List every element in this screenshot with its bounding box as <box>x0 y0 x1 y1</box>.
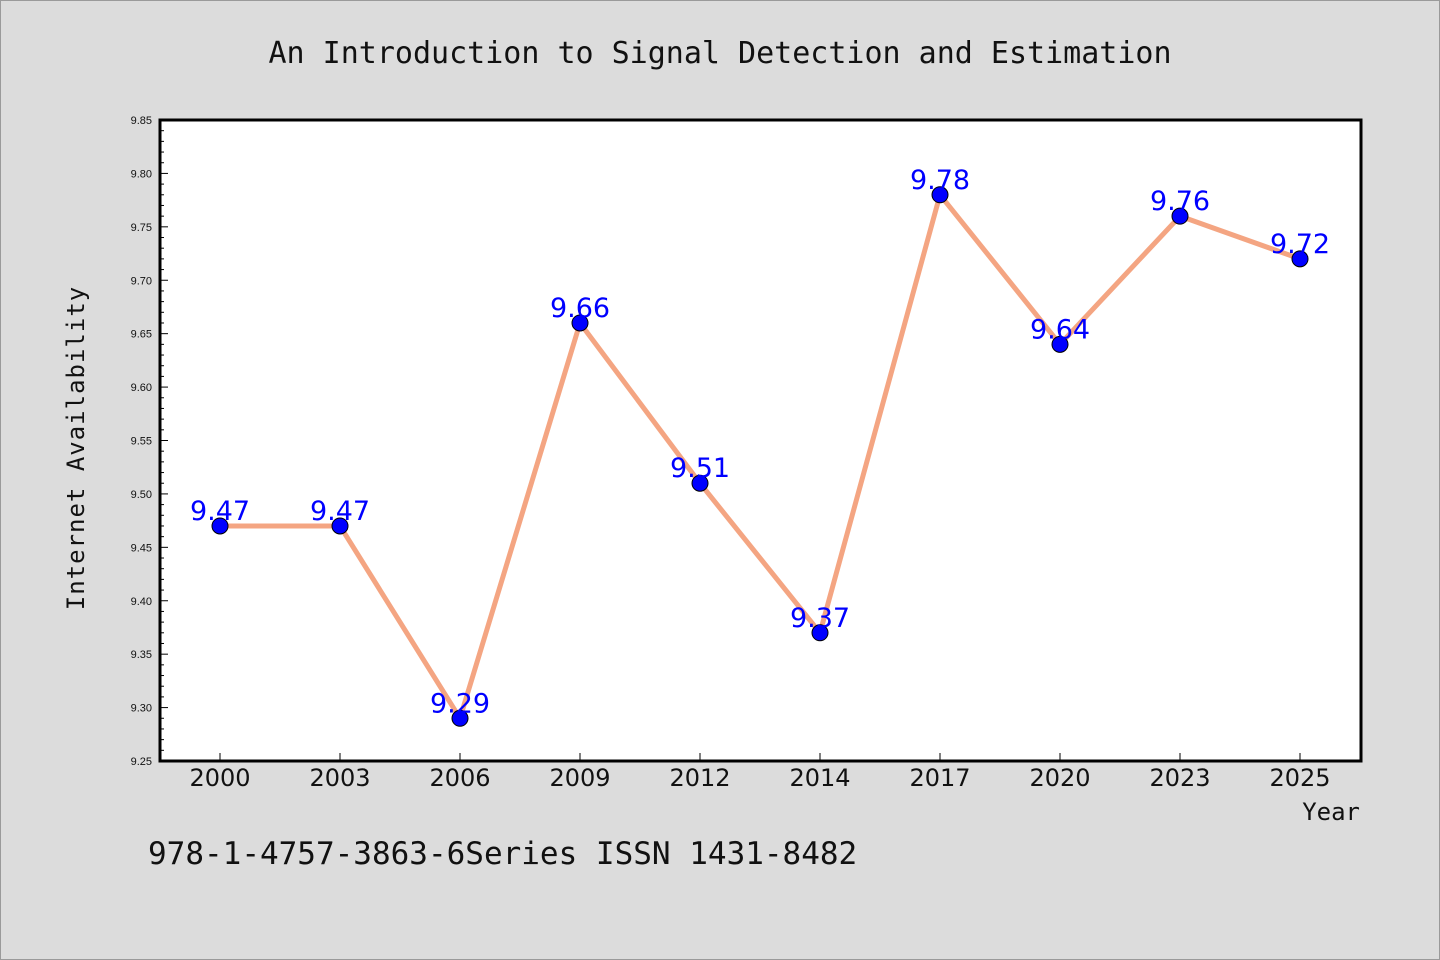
y-tick-label: 9.40 <box>131 596 152 608</box>
data-label: 9.47 <box>190 496 250 527</box>
data-label: 9.64 <box>1030 314 1090 345</box>
data-point <box>691 474 709 492</box>
y-tick-label: 9.30 <box>131 703 152 715</box>
x-tick-label: 2025 <box>1269 764 1330 792</box>
x-axis: 2000 2003 2006 2009 2012 2014 2017 2020 2023 2025 <box>189 753 1331 792</box>
y-tick-label: 9.60 <box>131 382 152 394</box>
y-tick-label: 9.75 <box>131 222 152 234</box>
series-line-group: 9.47 9.47 9.29 9.66 9.51 9.37 9.78 9.64 9.76 9.72 <box>190 165 1330 727</box>
data-point <box>331 517 349 535</box>
series-line <box>220 192 1301 721</box>
data-label: 9.51 <box>670 453 730 484</box>
x-tick-label: 2003 <box>309 764 370 792</box>
plot-area <box>158 118 1363 763</box>
data-point <box>451 709 469 727</box>
x-tick-label: 2000 <box>189 764 250 792</box>
y-tick-label: 9.70 <box>131 275 152 287</box>
y-tick-label: 9.80 <box>131 168 152 180</box>
data-point <box>1171 207 1189 225</box>
data-label: 9.78 <box>910 165 970 196</box>
x-tick-label: 2012 <box>669 764 730 792</box>
x-tick-label: 2017 <box>909 764 970 792</box>
data-point <box>811 624 829 642</box>
footer-text: 978-1-4757-3863-6Series ISSN 1431-8482 <box>148 836 857 872</box>
data-label: 9.72 <box>1270 229 1330 260</box>
data-label: 9.76 <box>1150 186 1210 217</box>
data-point <box>1051 335 1069 353</box>
x-tick-label: 2014 <box>789 764 850 792</box>
y-tick-label: 9.85 <box>131 115 152 127</box>
y-axis-label: Internet Availability <box>62 286 90 610</box>
chart-title: An Introduction to Signal Detection and … <box>268 36 1171 71</box>
data-point <box>1291 250 1309 268</box>
y-tick-label: 9.55 <box>131 436 152 448</box>
data-label: 9.37 <box>790 603 850 634</box>
y-tick-label: 9.25 <box>131 756 152 768</box>
data-label: 9.29 <box>430 688 490 719</box>
data-label: 9.66 <box>550 293 610 324</box>
x-tick-label: 2006 <box>429 764 490 792</box>
data-point <box>211 517 229 535</box>
data-label: 9.47 <box>310 496 370 527</box>
y-tick-label: 9.35 <box>131 649 152 661</box>
data-point <box>571 314 589 332</box>
y-tick-label: 9.65 <box>131 329 152 341</box>
x-tick-label: 2009 <box>549 764 610 792</box>
y-tick-label: 9.45 <box>131 542 152 554</box>
data-point <box>931 186 949 204</box>
x-tick-label: 2020 <box>1029 764 1090 792</box>
x-axis-label: Year <box>1302 798 1360 826</box>
x-tick-label: 2023 <box>1149 764 1210 792</box>
y-tick-label: 9.50 <box>131 489 152 501</box>
y-axis: 9.25 9.30 9.35 9.40 9.45 9.50 9.55 9.60 9.65 9.70… <box>131 115 168 768</box>
